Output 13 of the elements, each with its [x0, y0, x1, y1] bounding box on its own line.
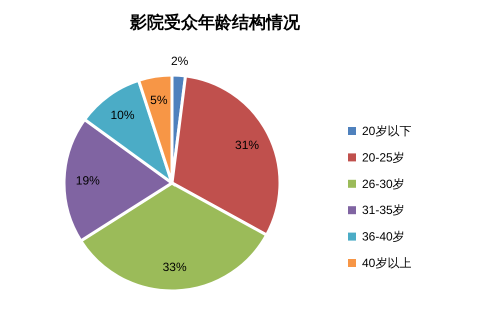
legend-label: 20-25岁 [362, 150, 405, 164]
chart-title: 影院受众年龄结构情况 [129, 13, 301, 32]
legend-label: 31-35岁 [362, 203, 405, 218]
data-label: 5% [150, 92, 168, 107]
legend-label: 26-30岁 [362, 176, 405, 191]
data-label: 10% [110, 108, 135, 122]
legend-label: 40岁以上 [362, 256, 412, 270]
legend-label: 36-40岁 [362, 230, 405, 244]
data-label: 2% [170, 54, 189, 68]
legend-label: 20岁以下 [362, 124, 412, 138]
data-label: 19% [76, 173, 100, 188]
data-label: 33% [162, 260, 187, 274]
data-label: 31% [235, 138, 260, 152]
